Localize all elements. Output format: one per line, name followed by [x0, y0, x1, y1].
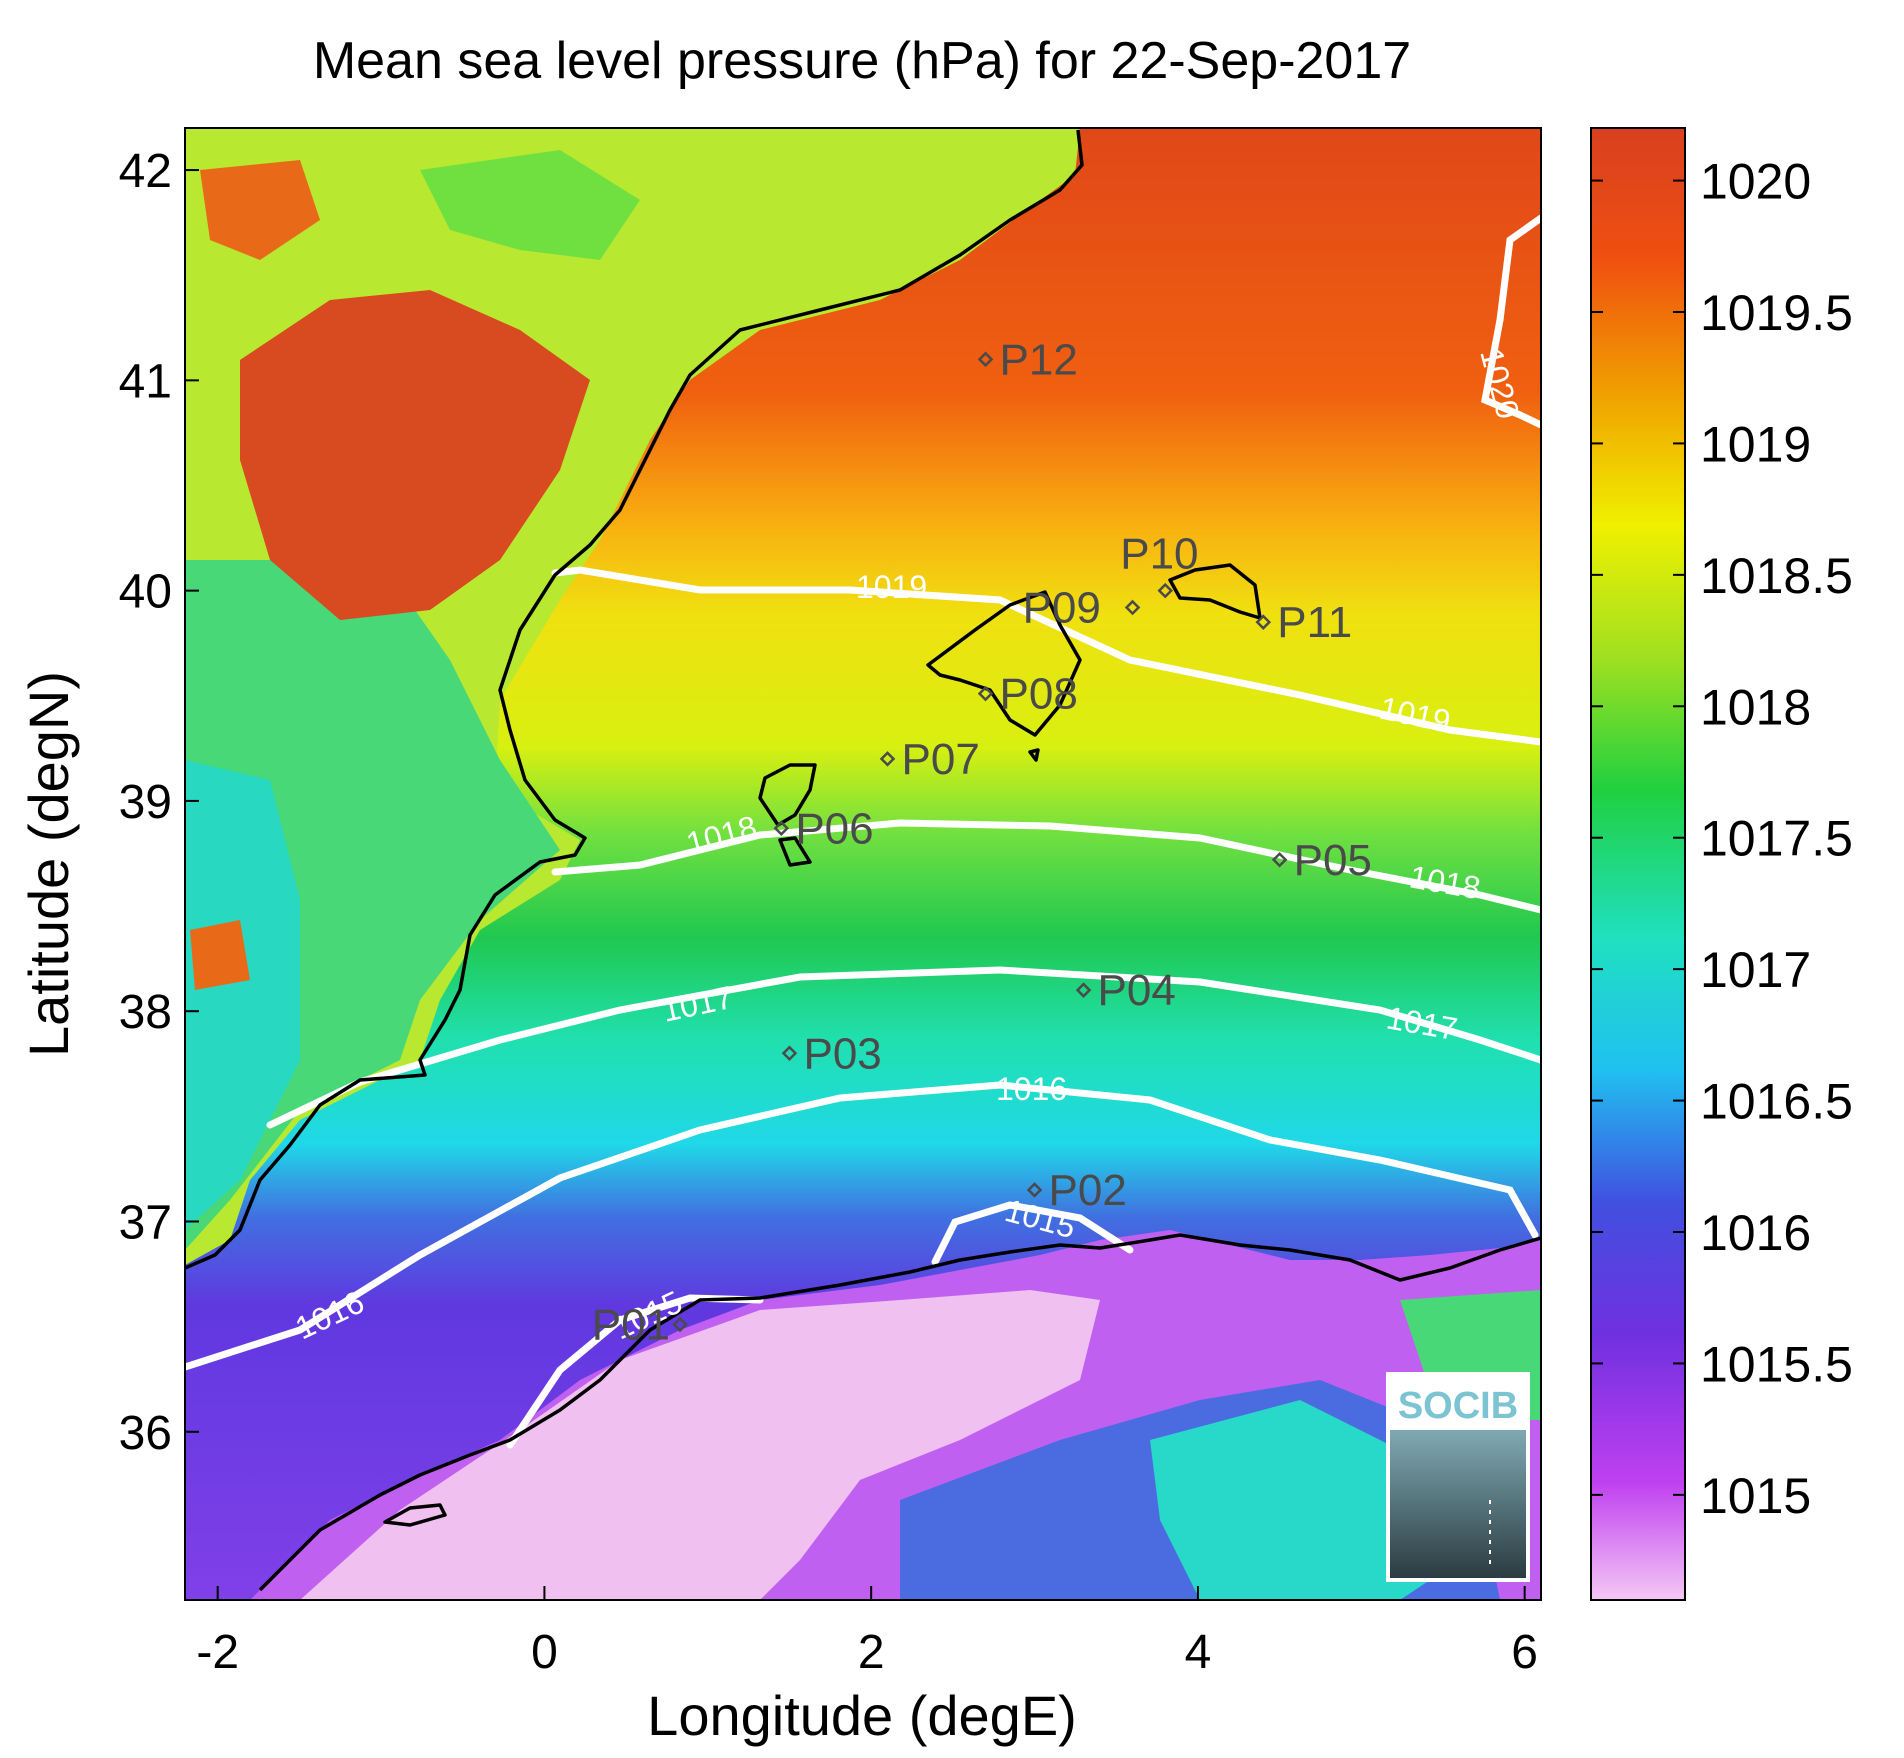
iberia-high-ground: [420, 150, 640, 260]
x-tick-label: -2: [196, 1626, 239, 1679]
station-marker: [1157, 582, 1174, 599]
station-marker: [1075, 982, 1092, 998]
station-marker: [1124, 599, 1141, 616]
x-tick-label: 6: [1511, 1626, 1538, 1679]
chart-title: Mean sea level pressure (hPa) for 22-Sep…: [313, 32, 1411, 90]
contour-1020: [1481, 214, 1541, 429]
station-label: P10: [1120, 530, 1198, 579]
colorbar-tick-label: 1015: [1700, 1468, 1811, 1524]
colorbar-tick-label: 1017: [1700, 942, 1811, 998]
y-tick-label: 36: [119, 1407, 172, 1460]
x-tick-label: 2: [858, 1626, 885, 1679]
station-marker: [1026, 1182, 1043, 1198]
socib-logo: SOCIB: [1386, 1372, 1530, 1582]
station-label: P04: [1098, 966, 1176, 1015]
colorbar-tick-label: 1018: [1700, 679, 1811, 735]
station-marker: [977, 685, 994, 702]
coastline-north-africa: [258, 1233, 1541, 1592]
coastline-formentera: [778, 836, 812, 867]
coastline-iberia: [185, 129, 1084, 1270]
station-marker: [672, 1316, 688, 1333]
colorbar-tick-label: 1016: [1700, 1205, 1811, 1261]
station-marker: [1271, 852, 1288, 868]
coastline-cabrera: [1028, 748, 1040, 762]
colorbar-tick-label: 1016.5: [1700, 1074, 1853, 1130]
plot-frame: [184, 127, 1542, 1601]
colorbar-tick-label: 1019.5: [1700, 285, 1853, 341]
station-marker: [1255, 614, 1272, 630]
north-africa-pale: [300, 1290, 1100, 1600]
contour-1017: [266, 966, 1541, 1129]
map-plot-area: 1020 1019 1019 1018 1018 1017 1017 1016 …: [185, 128, 1541, 1600]
colorbar-tick-label: 1015.5: [1700, 1336, 1853, 1392]
station-label: P12: [1000, 335, 1078, 384]
iberia-plateau-south: [190, 920, 250, 990]
y-tick-label: 40: [119, 566, 172, 619]
x-tick-label: 4: [1185, 1626, 1212, 1679]
contour-1019: [551, 566, 1541, 746]
x-tick-label: 0: [531, 1626, 558, 1679]
station-marker: [773, 820, 790, 837]
station-label: P11: [1277, 598, 1352, 647]
x-axis-ticks: -2 0 2 4 6: [196, 1586, 1538, 1679]
station-marker: [879, 751, 896, 767]
station-label: P07: [902, 735, 980, 784]
contour-1016: [185, 1081, 1539, 1371]
colorbar-tick-label: 1018.5: [1700, 548, 1853, 604]
y-tick-label: 38: [119, 986, 172, 1039]
y-tick-label: 39: [119, 776, 172, 829]
iberia-plateau: [240, 290, 590, 620]
contour-lines: [185, 214, 1541, 1449]
station-label: P02: [1049, 1166, 1127, 1215]
station-label: P06: [795, 804, 873, 853]
y-tick-label: 41: [119, 355, 172, 408]
station-marker: [781, 1045, 798, 1062]
y-axis-ticks: 36 37 38 39 40 41 42: [119, 145, 199, 1460]
coastline-lake: [383, 1503, 447, 1527]
station-label: P08: [1000, 670, 1078, 719]
socib-logo-text: SOCIB: [1398, 1385, 1518, 1427]
colorbar-tick-label: 1019: [1700, 416, 1811, 472]
colorbar-tick-label: 1020: [1700, 154, 1811, 210]
station-marker: [977, 351, 994, 368]
contour-1018: [551, 819, 1541, 914]
colorbar: [1590, 127, 1686, 1601]
station-label: P03: [803, 1029, 881, 1078]
iberia-plateau-small: [200, 160, 320, 260]
y-tick-label: 37: [119, 1196, 172, 1249]
coastline: [185, 129, 1541, 1592]
colorbar-ticks: 1015 1015.5 1016 1016.5 1017 1017.5 1018 1018.5…: [1591, 154, 1853, 1524]
contour-1015-east: [931, 1201, 1134, 1266]
coastline-mallorca: [926, 590, 1082, 737]
station-markers: P01 P02 P03 P04 P05 P06 P07 P08 P09 P10 P11 P12: [592, 335, 1372, 1349]
y-tick-label: 42: [119, 145, 172, 198]
station-label: P09: [1023, 583, 1101, 632]
north-africa-teal: [1150, 1400, 1460, 1600]
contour-labels: 1020 1019 1019 1018 1018 1017 1017 1016 …: [290, 344, 1527, 1346]
colorbar-tick-label: 1017.5: [1700, 811, 1853, 867]
station-label: P01: [592, 1301, 670, 1350]
contour-label-1019-west: 1019: [856, 569, 927, 605]
contour-label-1016-center: 1016: [996, 1071, 1067, 1107]
iberia-cyan-zone: [185, 760, 300, 1230]
station-label: P05: [1294, 836, 1372, 885]
x-axis-label: Longitude (degE): [647, 1684, 1077, 1747]
y-axis-label: Latitude (degN): [17, 671, 80, 1057]
